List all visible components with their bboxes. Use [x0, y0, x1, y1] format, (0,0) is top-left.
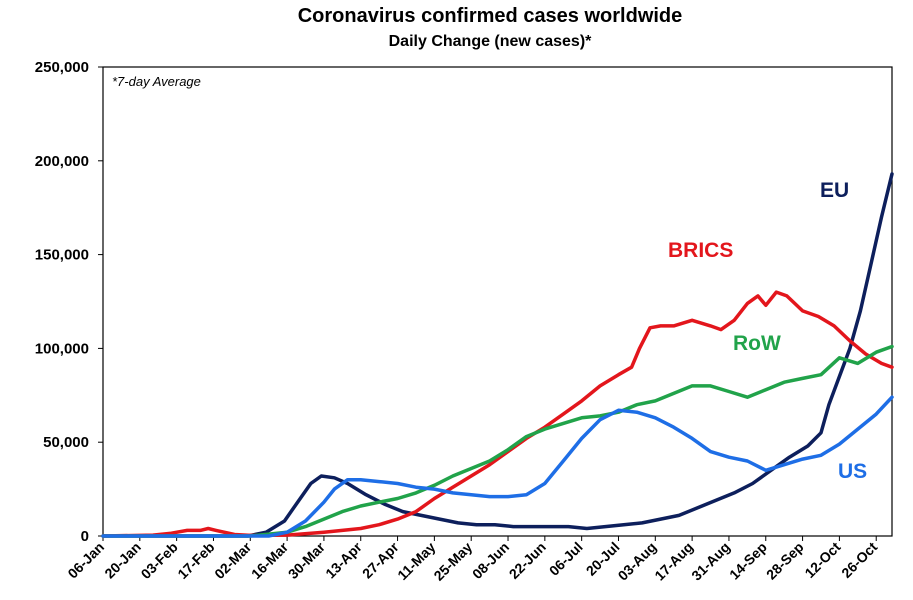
- y-tick-label: 0: [81, 528, 89, 545]
- x-tick-label: 06-Jan: [64, 539, 107, 582]
- x-tick-label: 22-Jun: [506, 539, 549, 582]
- x-tick-label: 03-Aug: [615, 539, 660, 584]
- series-lines: [101, 172, 894, 538]
- x-tick-label: 08-Jun: [469, 539, 512, 582]
- series-label-row: RoW: [733, 332, 781, 355]
- y-tick-label: 50,000: [43, 434, 89, 451]
- x-tick-label: 27-Apr: [359, 538, 402, 581]
- plot-frame: [102, 66, 893, 537]
- y-axis: 0 50,000 100,000 150,000 200,000 250,000: [35, 59, 103, 545]
- x-tick-label: 16-Mar: [248, 538, 292, 582]
- x-axis: 06-Jan20-Jan03-Feb17-Feb02-Mar16-Mar30-M…: [64, 536, 881, 584]
- x-tick-label: 11-May: [394, 539, 438, 583]
- series-label-brics: BRICS: [668, 239, 733, 262]
- x-tick-label: 26-Oct: [838, 539, 880, 581]
- x-tick-label: 13-Apr: [322, 538, 365, 581]
- y-tick-label: 100,000: [35, 340, 89, 357]
- chart-title: Coronavirus confirmed cases worldwide: [298, 5, 683, 27]
- y-tick-label: 250,000: [35, 59, 89, 76]
- x-tick-label: 14-Sep: [726, 539, 770, 583]
- chart-subtitle: Daily Change (new cases)*: [389, 33, 593, 50]
- x-tick-label: 30-Mar: [285, 538, 329, 582]
- x-tick-label: 17-Feb: [174, 539, 217, 582]
- series-label-eu: EU: [820, 179, 849, 202]
- y-tick-label: 150,000: [35, 247, 89, 264]
- x-tick-label: 31-Aug: [688, 539, 733, 584]
- y-tick-label: 200,000: [35, 153, 89, 170]
- series-labels: EU BRICS RoW US: [668, 179, 867, 483]
- x-tick-label: 06-Jul: [546, 539, 586, 579]
- x-tick-label: 12-Oct: [801, 539, 843, 581]
- series-line-brics: [101, 290, 894, 538]
- series-line-us: [101, 395, 894, 538]
- series-line-row: [101, 344, 894, 538]
- x-tick-label: 20-Jan: [101, 539, 144, 582]
- series-line-eu: [101, 172, 894, 538]
- x-tick-label: 17-Aug: [651, 539, 696, 584]
- x-tick-label: 02-Mar: [211, 538, 255, 582]
- average-note: *7-day Average: [112, 74, 201, 89]
- x-tick-label: 28-Sep: [763, 539, 807, 583]
- x-tick-label: 25-May: [430, 539, 475, 584]
- series-label-us: US: [838, 460, 867, 483]
- x-tick-label: 03-Feb: [138, 539, 181, 582]
